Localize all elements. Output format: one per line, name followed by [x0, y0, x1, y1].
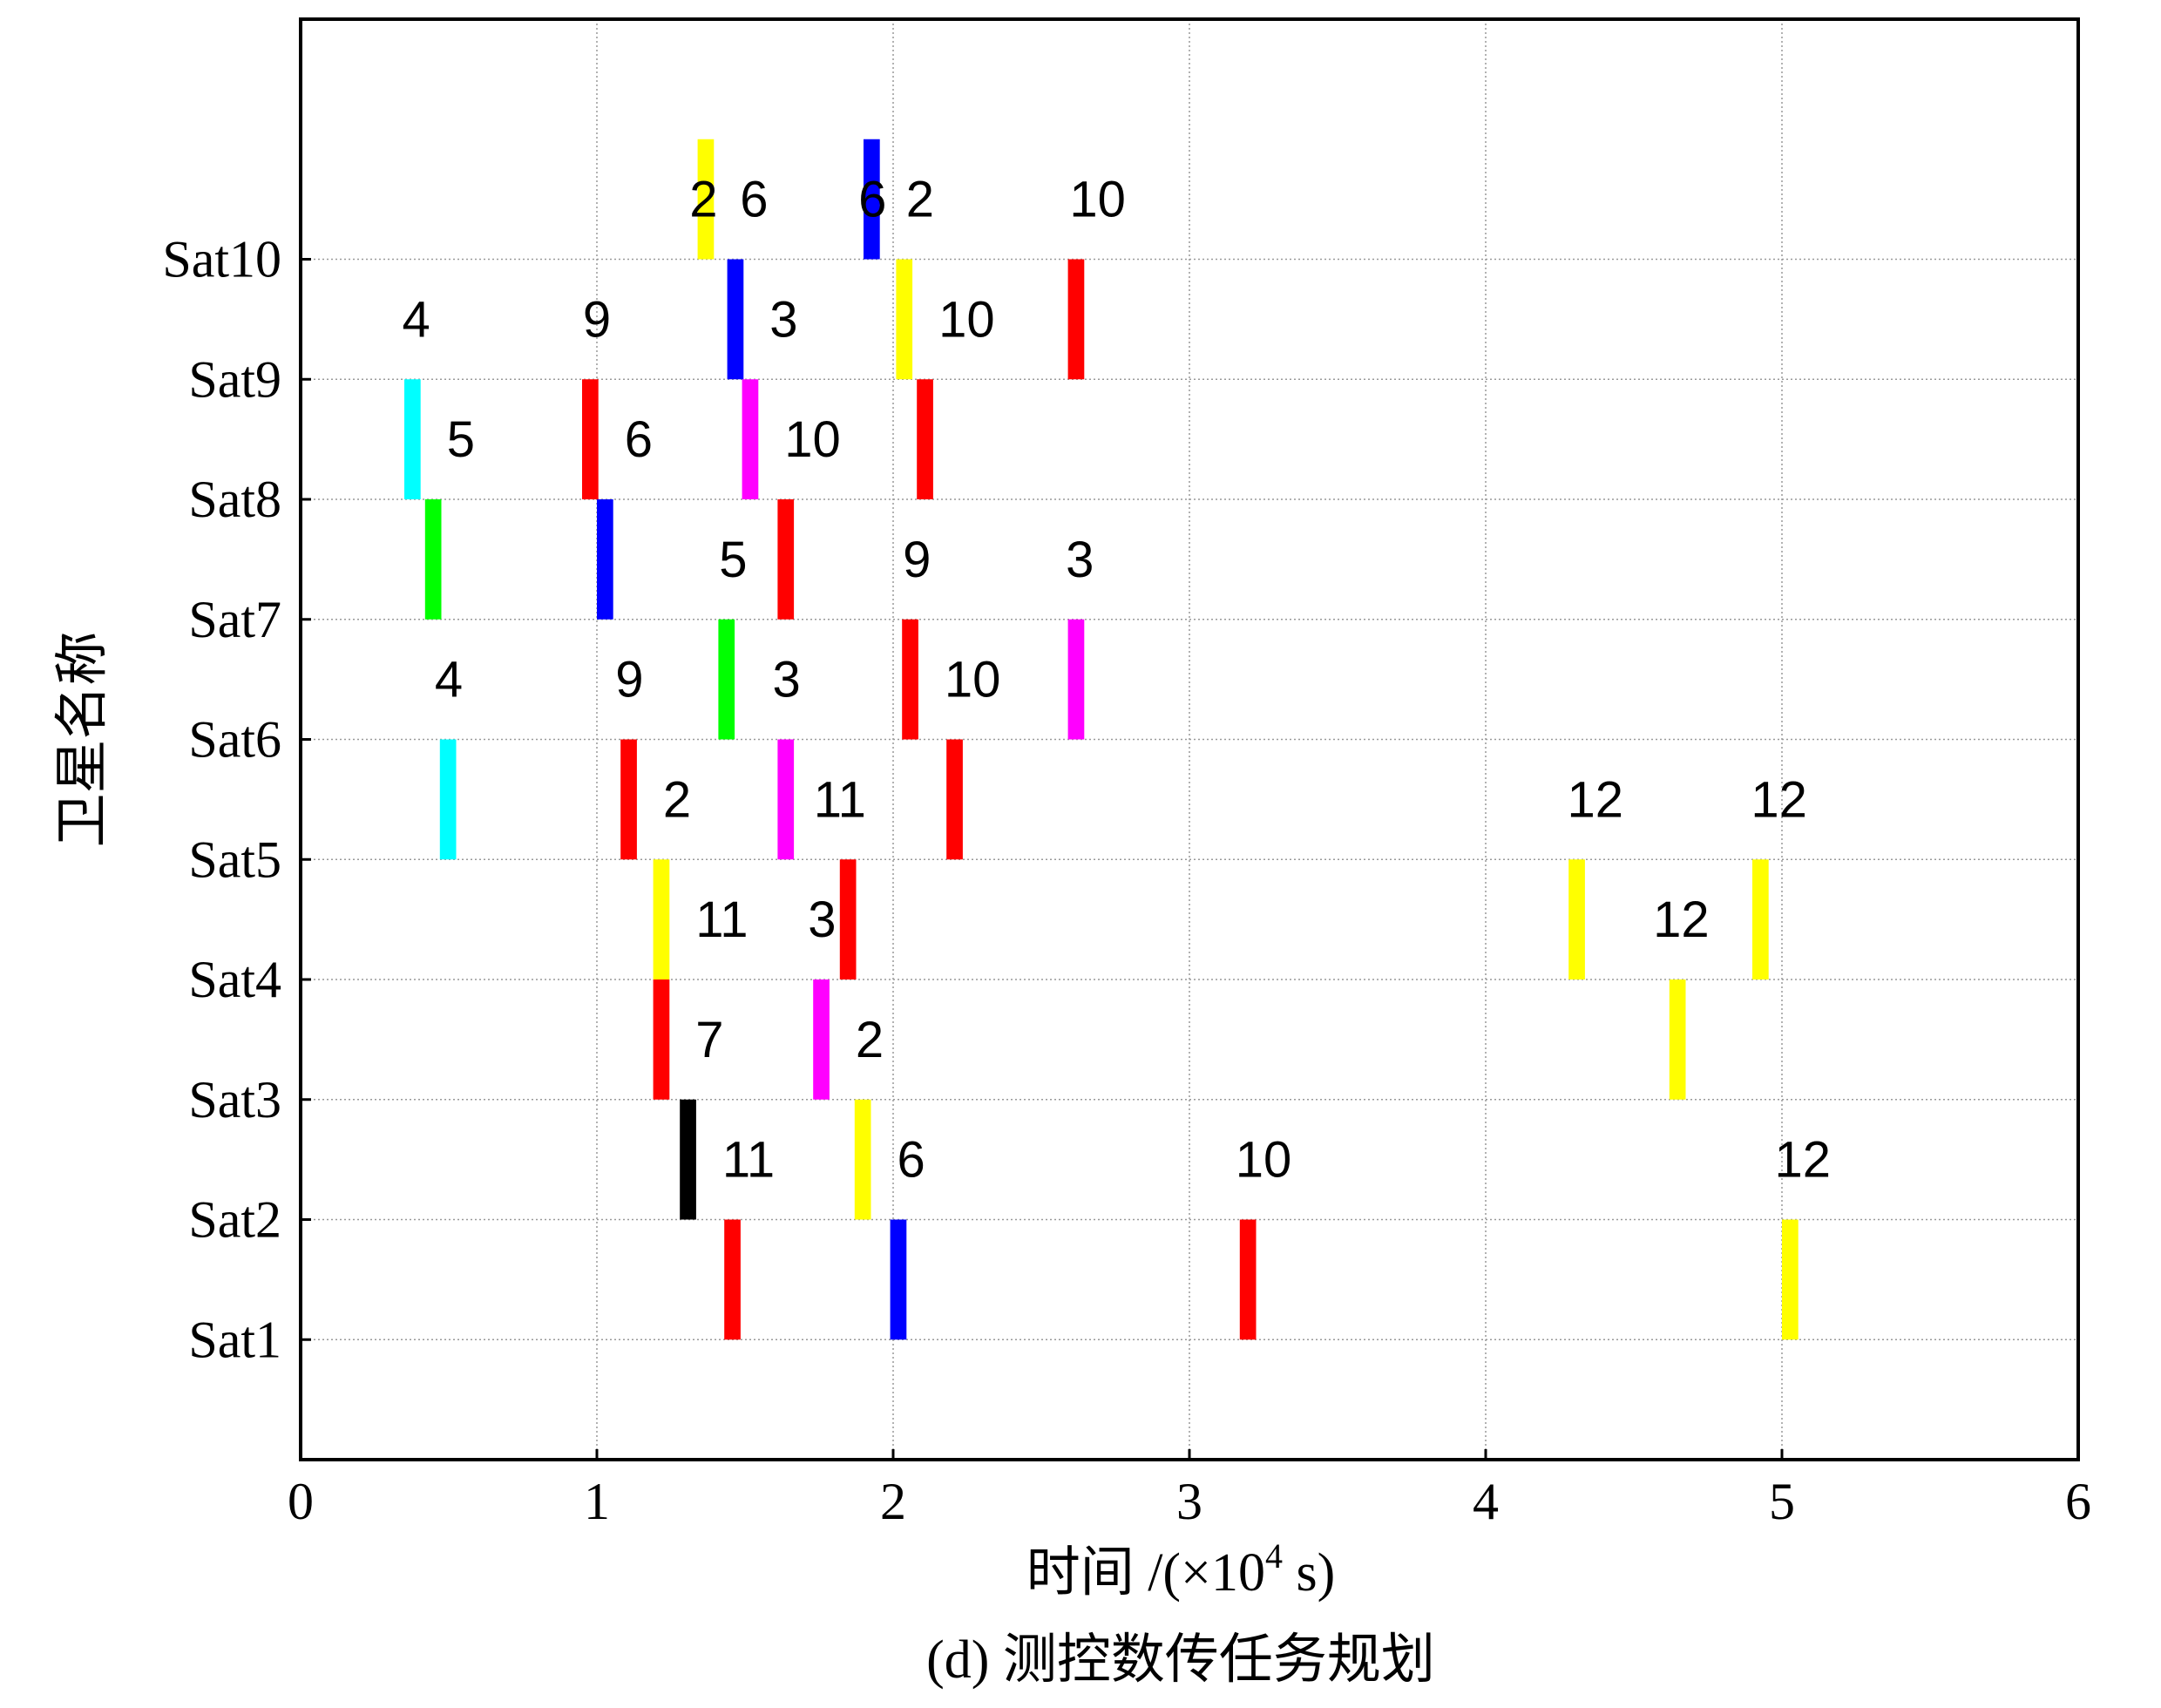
task-label: 9 — [583, 291, 611, 348]
x-tick-label: 0 — [288, 1473, 314, 1530]
task-bar — [946, 739, 963, 860]
task-bar — [718, 619, 735, 740]
task-bar — [864, 139, 880, 260]
task-bar — [1669, 979, 1686, 1100]
task-label: 5 — [719, 532, 747, 588]
x-tick-label: 5 — [1769, 1473, 1795, 1530]
task-label: 10 — [1069, 172, 1126, 228]
task-bar — [697, 139, 715, 260]
y-tick-label: Sat6 — [188, 711, 281, 769]
x-axis-label: 时间 /(×104 s) — [1026, 1536, 1336, 1603]
y-tick-label: Sat2 — [188, 1191, 281, 1249]
task-label: 12 — [1568, 771, 1624, 828]
y-axis-label: 卫星名称 — [53, 631, 112, 847]
task-label: 10 — [784, 411, 841, 468]
task-label: 2 — [663, 771, 691, 828]
task-bar — [1239, 1219, 1257, 1340]
y-tick-label: Sat8 — [188, 471, 281, 528]
task-label: 10 — [1236, 1132, 1292, 1189]
task-bar — [917, 379, 933, 499]
task-label: 2 — [906, 172, 934, 228]
task-label: 9 — [903, 532, 931, 588]
task-bar — [620, 739, 637, 860]
task-bar — [597, 499, 613, 620]
task-label: 12 — [1751, 771, 1807, 828]
y-tick-label: Sat1 — [188, 1311, 281, 1368]
task-bars — [404, 139, 1799, 1340]
task-label: 6 — [858, 172, 886, 228]
task-label: 7 — [695, 1012, 723, 1068]
task-bar — [439, 739, 457, 860]
x-axis-ticks: 0 1 2 3 4 5 6 — [288, 1449, 2091, 1530]
task-label: 3 — [769, 291, 797, 348]
x-tick-label: 3 — [1176, 1473, 1202, 1530]
x-tick-label: 4 — [1473, 1473, 1499, 1530]
task-bar — [1067, 619, 1085, 740]
task-label: 12 — [1775, 1132, 1832, 1189]
task-label: 2 — [689, 172, 717, 228]
task-bar — [854, 1099, 871, 1220]
task-bar — [1782, 1219, 1799, 1340]
task-bar — [777, 739, 795, 860]
task-bar — [742, 379, 759, 499]
task-bar — [902, 619, 918, 740]
grid — [301, 19, 2078, 1460]
task-bar — [404, 379, 421, 499]
task-bar — [839, 859, 857, 979]
x-tick-label: 1 — [584, 1473, 610, 1530]
task-labels: 11 6 10 127 211 3 122 11 12 123 104 95 9 35 6 103 104 96 2… — [402, 172, 1831, 1189]
task-label: 12 — [1653, 891, 1710, 948]
y-tick-label: Sat7 — [188, 591, 281, 648]
task-bar — [653, 859, 670, 979]
task-bar — [1568, 859, 1585, 979]
y-tick-label: Sat5 — [188, 830, 281, 888]
task-bar — [1752, 859, 1769, 979]
task-label: 6 — [625, 411, 653, 468]
y-tick-label: Sat4 — [188, 951, 281, 1008]
task-label: 5 — [447, 411, 475, 468]
task-bar — [424, 499, 442, 620]
task-label: 4 — [435, 652, 463, 708]
task-label: 10 — [938, 291, 995, 348]
task-label: 3 — [1066, 532, 1094, 588]
y-axis-ticks: Sat1 Sat2 Sat3 Sat4 Sat5 Sat6 Sat7 Sat8 Sat9 Sat1… — [162, 231, 311, 1368]
task-bar — [653, 979, 670, 1100]
task-label: 4 — [402, 291, 430, 348]
task-label: 11 — [814, 771, 866, 828]
task-label: 11 — [695, 891, 748, 948]
task-bar — [582, 379, 599, 499]
task-label: 11 — [722, 1132, 775, 1189]
x-tick-label: 6 — [2065, 1473, 2091, 1530]
figure-caption: (d) 测控数传任务规划 — [926, 1630, 1435, 1690]
task-label: 3 — [772, 652, 800, 708]
x-tick-label: 2 — [880, 1473, 906, 1530]
task-bar — [724, 1219, 741, 1340]
task-bar — [777, 499, 795, 620]
task-label: 2 — [856, 1012, 884, 1068]
task-label: 9 — [615, 652, 643, 708]
y-tick-label: Sat3 — [188, 1071, 281, 1128]
task-bar — [896, 259, 913, 380]
task-label: 6 — [898, 1132, 925, 1189]
task-bar — [727, 259, 744, 380]
task-bar — [1067, 259, 1085, 380]
task-bar — [813, 979, 830, 1100]
task-label: 6 — [740, 172, 768, 228]
task-bar — [890, 1219, 907, 1340]
y-tick-label: Sat9 — [188, 350, 281, 408]
task-label: 3 — [808, 891, 836, 948]
task-bar — [680, 1099, 696, 1220]
y-tick-label: Sat10 — [162, 231, 281, 288]
task-label: 10 — [945, 652, 1001, 708]
